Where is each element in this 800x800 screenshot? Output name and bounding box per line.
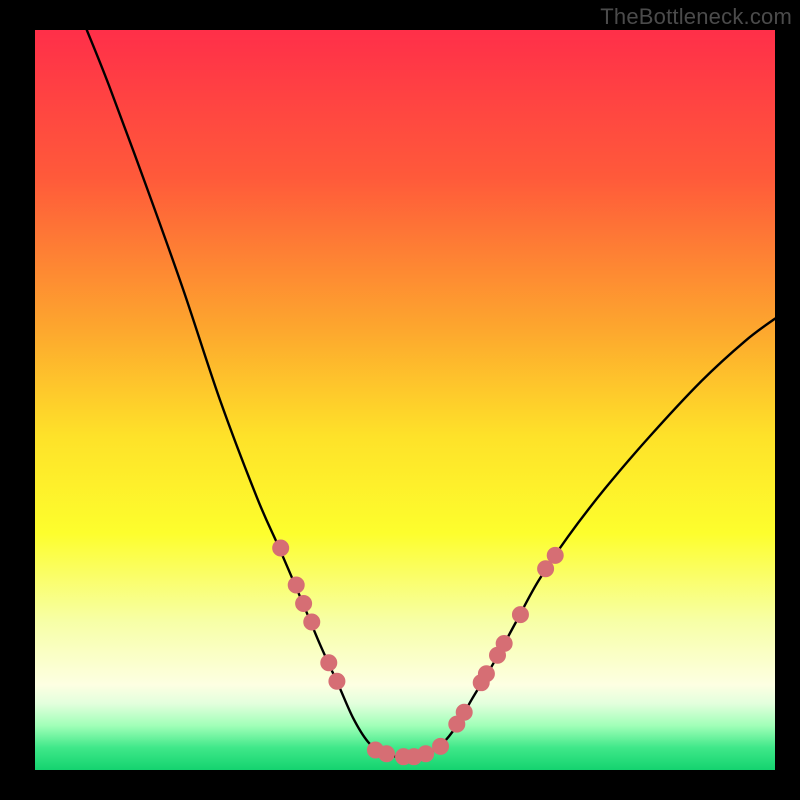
data-marker [478, 666, 494, 682]
data-marker [321, 655, 337, 671]
plot-svg [0, 0, 800, 800]
data-marker [496, 635, 512, 651]
data-marker [273, 540, 289, 556]
watermark-text: TheBottleneck.com [600, 4, 792, 30]
data-markers [273, 540, 564, 765]
data-marker [304, 614, 320, 630]
data-marker [538, 561, 554, 577]
data-marker [288, 577, 304, 593]
bottleneck-curve [87, 30, 775, 757]
data-marker [379, 746, 395, 762]
data-marker [418, 746, 434, 762]
chart-stage: TheBottleneck.com [0, 0, 800, 800]
data-marker [512, 607, 528, 623]
data-marker [547, 547, 563, 563]
data-marker [456, 704, 472, 720]
data-marker [433, 738, 449, 754]
data-marker [329, 673, 345, 689]
data-marker [296, 596, 312, 612]
